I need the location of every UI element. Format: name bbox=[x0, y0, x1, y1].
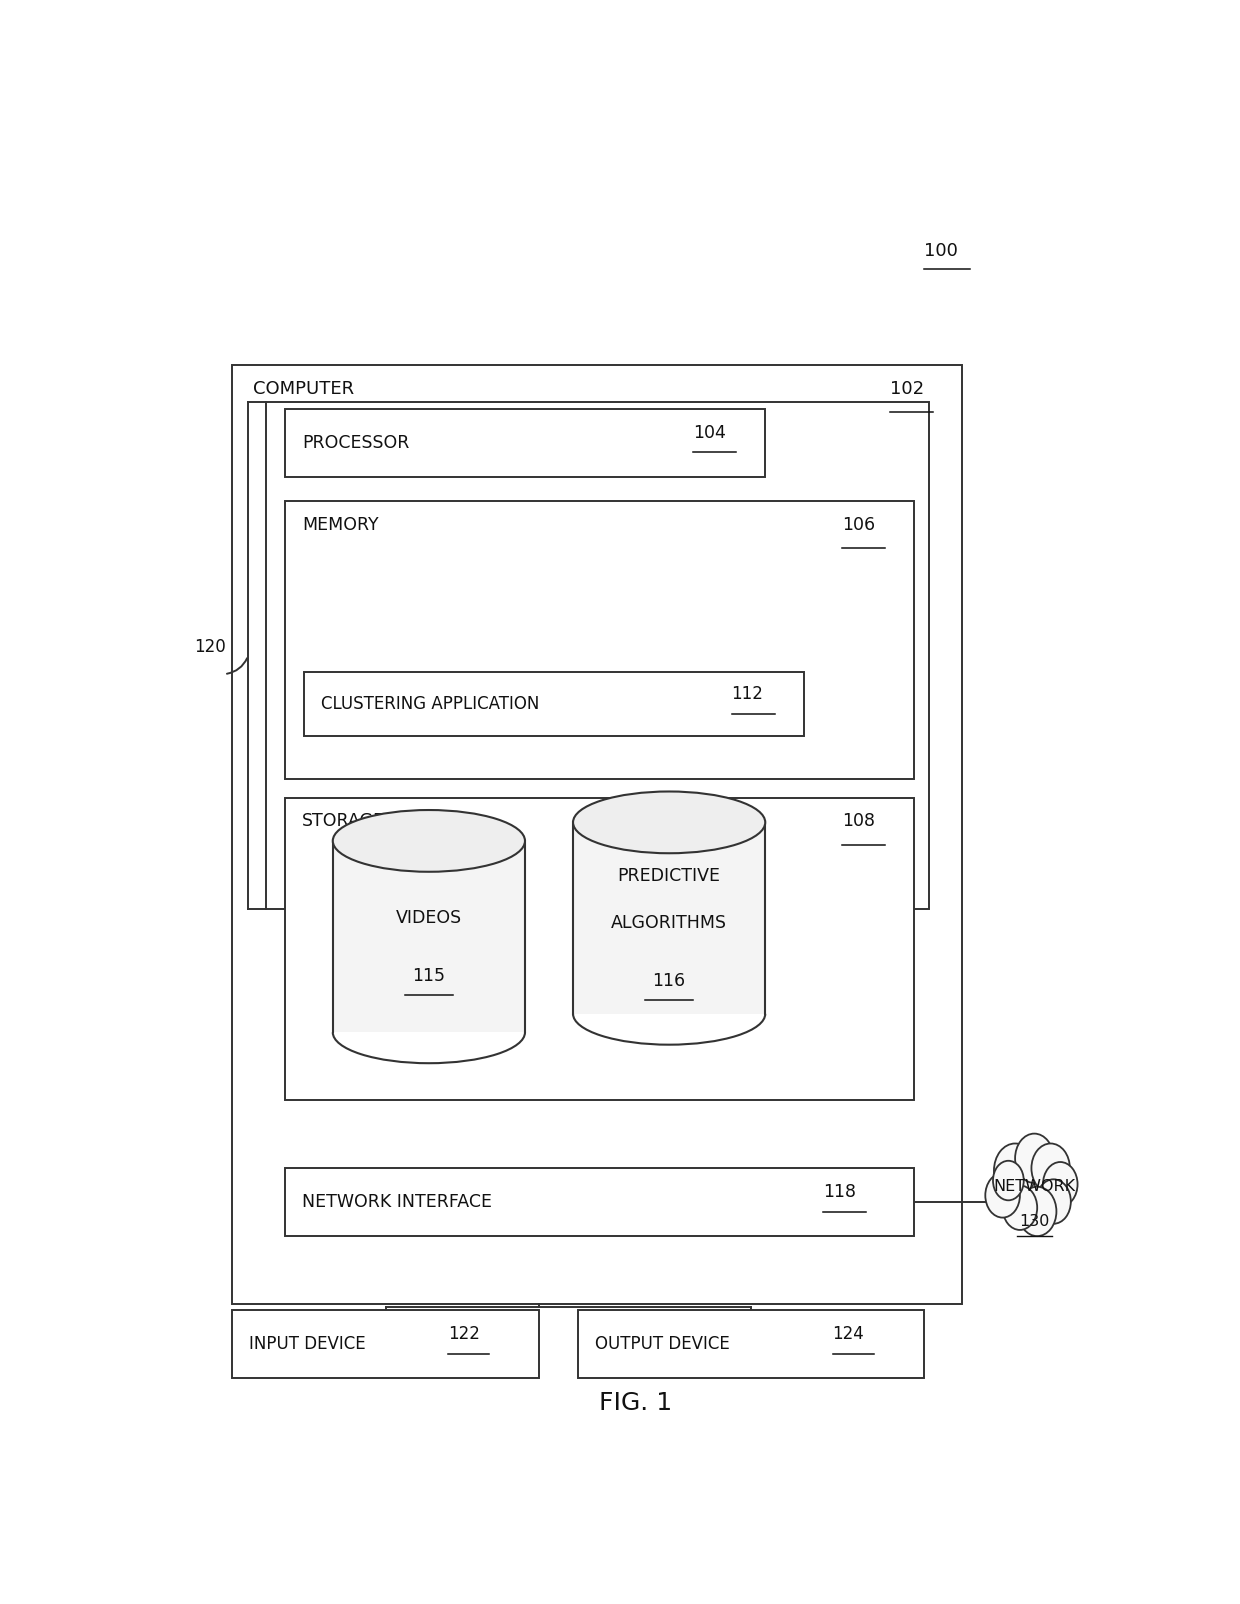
Text: INPUT DEVICE: INPUT DEVICE bbox=[249, 1335, 366, 1354]
Bar bbox=[332, 840, 525, 1033]
Text: 124: 124 bbox=[832, 1325, 864, 1343]
Circle shape bbox=[994, 1144, 1037, 1198]
Text: 112: 112 bbox=[732, 685, 764, 703]
Circle shape bbox=[986, 1173, 1019, 1217]
Text: 102: 102 bbox=[890, 380, 924, 398]
Text: OUTPUT DEVICE: OUTPUT DEVICE bbox=[595, 1335, 730, 1354]
Text: NETWORK INTERFACE: NETWORK INTERFACE bbox=[303, 1193, 492, 1211]
Text: 104: 104 bbox=[693, 423, 727, 441]
Text: 122: 122 bbox=[448, 1325, 480, 1343]
Bar bbox=[285, 409, 765, 476]
Text: VIDEOS: VIDEOS bbox=[396, 909, 463, 927]
Text: PREDICTIVE: PREDICTIVE bbox=[618, 868, 720, 885]
Text: MEMORY: MEMORY bbox=[303, 516, 378, 534]
Text: PROCESSOR: PROCESSOR bbox=[303, 433, 409, 452]
Ellipse shape bbox=[573, 791, 765, 853]
Text: 115: 115 bbox=[413, 967, 445, 985]
Circle shape bbox=[993, 1161, 1024, 1200]
Bar bbox=[265, 403, 929, 909]
Text: 118: 118 bbox=[823, 1184, 856, 1201]
Bar bbox=[232, 1310, 539, 1378]
Text: NETWORK: NETWORK bbox=[993, 1179, 1075, 1195]
Bar bbox=[304, 672, 804, 736]
Bar bbox=[285, 500, 914, 780]
Bar bbox=[285, 797, 914, 1100]
Circle shape bbox=[1043, 1161, 1078, 1206]
Text: 130: 130 bbox=[1019, 1214, 1049, 1229]
Bar bbox=[573, 823, 765, 1014]
Bar bbox=[232, 366, 962, 1304]
Circle shape bbox=[1037, 1179, 1071, 1224]
Text: 108: 108 bbox=[842, 813, 875, 831]
Text: COMPUTER: COMPUTER bbox=[253, 380, 355, 398]
Text: STORAGE: STORAGE bbox=[303, 813, 386, 831]
Bar bbox=[285, 1168, 914, 1237]
Text: ALGORITHMS: ALGORITHMS bbox=[611, 914, 727, 932]
Text: 106: 106 bbox=[842, 516, 875, 534]
Circle shape bbox=[1003, 1185, 1037, 1230]
Circle shape bbox=[1016, 1134, 1054, 1184]
Circle shape bbox=[1032, 1144, 1070, 1193]
Text: FIG. 1: FIG. 1 bbox=[599, 1391, 672, 1415]
Text: 116: 116 bbox=[652, 972, 686, 990]
Text: 120: 120 bbox=[193, 638, 226, 656]
Bar bbox=[578, 1310, 924, 1378]
Text: 100: 100 bbox=[924, 242, 957, 260]
Circle shape bbox=[1018, 1187, 1056, 1237]
Text: CLUSTERING APPLICATION: CLUSTERING APPLICATION bbox=[321, 695, 539, 712]
Ellipse shape bbox=[332, 810, 525, 873]
